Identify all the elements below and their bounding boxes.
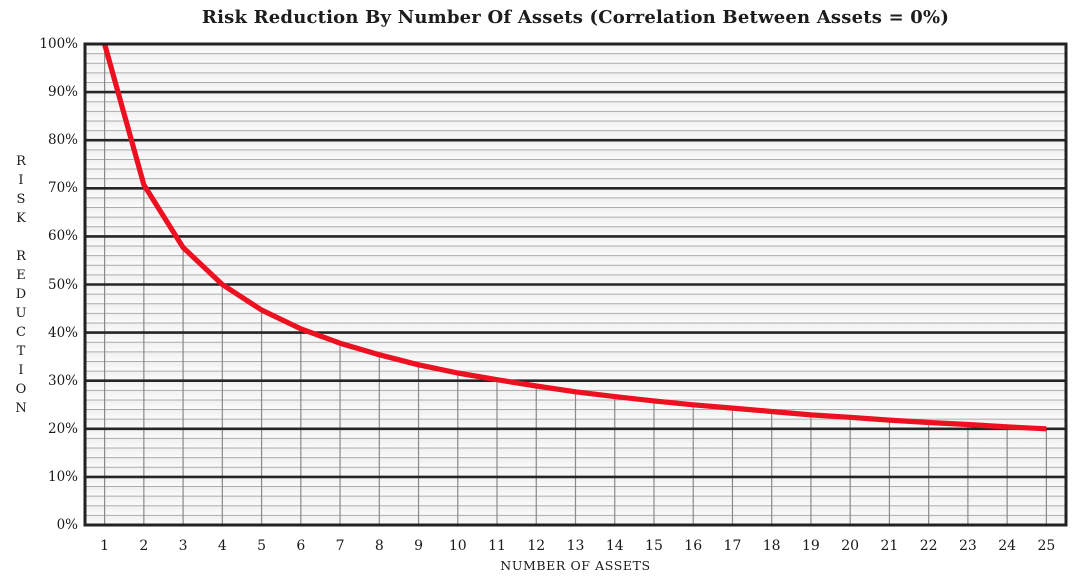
x-tick-label: 24 xyxy=(998,538,1017,554)
chart-title: Risk Reduction By Number Of Assets (Corr… xyxy=(201,7,950,28)
x-tick-label: 12 xyxy=(527,538,546,554)
y-tick-label: 20% xyxy=(47,420,78,437)
y-axis-title-letter: U xyxy=(15,306,27,321)
y-tick-label: 80% xyxy=(47,132,78,149)
x-tick-label: 6 xyxy=(296,538,306,554)
y-tick-label: 30% xyxy=(47,372,78,389)
x-tick-label: 13 xyxy=(566,538,585,554)
x-tick-label: 7 xyxy=(335,538,345,554)
y-axis-title-letter: D xyxy=(15,287,27,302)
x-tick-label: 17 xyxy=(723,538,742,554)
x-tick-label: 11 xyxy=(488,538,506,554)
y-tick-label: 50% xyxy=(47,276,78,293)
x-tick-label: 21 xyxy=(880,538,899,554)
y-tick-label: 60% xyxy=(47,228,78,245)
x-tick-label: 25 xyxy=(1037,538,1056,554)
risk-curve xyxy=(102,43,1047,432)
x-tick-label: 1 xyxy=(100,538,110,554)
y-axis-title-letter: T xyxy=(16,344,26,359)
x-tick-label: 14 xyxy=(605,538,624,554)
y-tick-label: 100% xyxy=(39,36,78,52)
x-tick-label: 8 xyxy=(374,538,384,554)
x-tick-label: 19 xyxy=(802,538,820,554)
x-tick-label: 15 xyxy=(645,538,663,554)
y-axis-title-letter: I xyxy=(18,363,24,378)
y-tick-label: 0% xyxy=(56,517,78,533)
x-tick-label: 16 xyxy=(684,538,703,554)
y-axis-title-letter: R xyxy=(16,154,26,169)
y-axis-title-letter: N xyxy=(15,401,27,416)
x-tick-label: 23 xyxy=(958,538,977,554)
x-tick-label: 5 xyxy=(257,538,267,554)
y-axis-title-letter: E xyxy=(16,268,26,283)
x-tick-label: 18 xyxy=(762,538,781,554)
plot-border xyxy=(83,42,1068,527)
x-tick-label: 20 xyxy=(841,538,860,554)
y-axis-title-letter: C xyxy=(16,325,26,340)
y-axis-title-letter: S xyxy=(16,192,26,207)
y-tick-label: 90% xyxy=(47,84,78,101)
y-tick-label: 10% xyxy=(47,468,78,485)
x-tick-label: 9 xyxy=(414,538,423,554)
y-axis-title-letter: K xyxy=(16,211,26,226)
y-axis-title-wordgap xyxy=(8,228,34,247)
y-axis-title-letter: O xyxy=(15,382,27,397)
y-axis-title-letter: I xyxy=(18,173,24,188)
y-tick-label: 70% xyxy=(47,180,78,197)
y-axis-title-letter: R xyxy=(16,249,26,264)
x-tick-label: 10 xyxy=(448,538,467,554)
x-tick-label: 3 xyxy=(178,538,188,554)
y-tick-label: 40% xyxy=(47,324,78,341)
x-tick-label: 2 xyxy=(139,538,149,554)
x-tick-label: 22 xyxy=(919,538,938,554)
x-tick-label: 4 xyxy=(217,538,227,554)
x-axis-title: NUMBER OF ASSETS xyxy=(500,558,651,573)
